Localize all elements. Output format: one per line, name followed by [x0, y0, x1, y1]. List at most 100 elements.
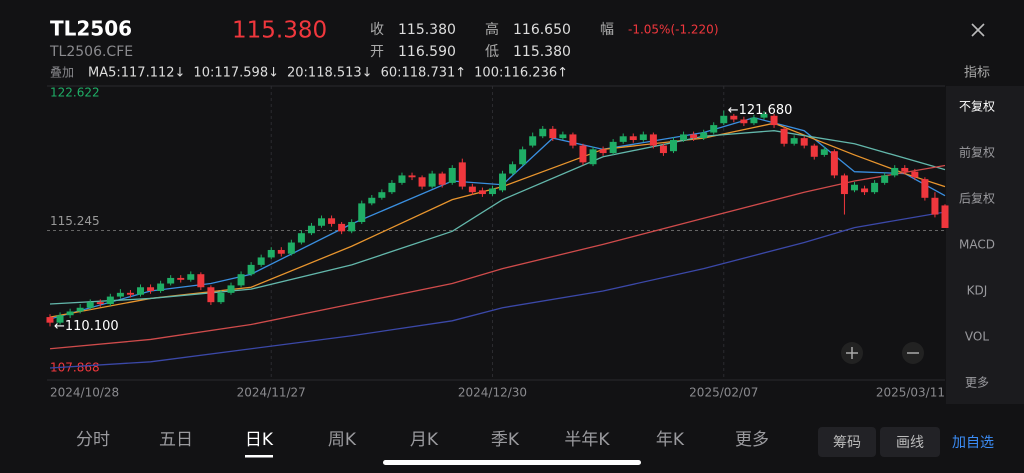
candle-body	[348, 222, 356, 232]
x-tick-label: 2025/03/11	[876, 386, 945, 400]
zoom-in[interactable]	[841, 342, 863, 364]
stat-label: 高	[485, 21, 499, 38]
candle-body	[619, 136, 627, 142]
ma-label: 100:116.236↑	[474, 66, 568, 81]
tab[interactable]: 五日	[159, 430, 193, 450]
candle-body	[680, 134, 688, 141]
candle-body	[770, 115, 778, 126]
side-option[interactable]: 后复权	[959, 192, 995, 206]
candle-body	[106, 296, 114, 305]
candle-body	[267, 249, 275, 258]
candle-body	[629, 136, 637, 141]
candle-body	[157, 283, 165, 291]
candle-body	[639, 134, 647, 141]
candle-body	[790, 138, 798, 144]
zoom-out[interactable]	[902, 342, 924, 364]
candle-body	[428, 173, 436, 187]
candle-body	[509, 164, 517, 174]
button-bg	[880, 427, 940, 457]
candle-body	[187, 274, 195, 280]
button[interactable]: 画线	[896, 435, 924, 451]
candle-body	[659, 145, 667, 154]
candle-body	[368, 197, 376, 204]
button[interactable]: 加自选	[952, 435, 994, 451]
stat-value: 116.650	[513, 22, 571, 38]
candle-body	[559, 134, 567, 139]
side-option[interactable]: MACD	[959, 238, 995, 252]
indicator-label[interactable]: 指标	[964, 66, 990, 81]
candle-body	[468, 186, 476, 193]
x-tick-label: 2024/12/30	[458, 386, 527, 400]
candle-body	[56, 315, 64, 323]
candle-body	[669, 140, 677, 152]
price: 115.380	[232, 18, 327, 44]
home-indicator	[383, 460, 641, 465]
tab[interactable]: 日K	[245, 430, 274, 450]
candle-body	[338, 223, 346, 232]
candle-body	[740, 119, 748, 124]
tab[interactable]: 更多	[735, 430, 769, 450]
candle-body	[720, 115, 728, 124]
stat-label: 幅	[600, 22, 614, 38]
ma-line	[49, 130, 946, 305]
candle-body	[750, 117, 758, 124]
x-tick-label: 2024/10/28	[50, 386, 119, 400]
candle-body	[820, 149, 828, 155]
candle-body	[861, 188, 869, 193]
candle-body	[881, 175, 889, 183]
candle-body	[599, 149, 607, 154]
candle-body	[46, 317, 54, 323]
candle-body	[931, 197, 939, 215]
side-option[interactable]: 不复权	[959, 100, 995, 114]
side-option[interactable]: 更多	[965, 376, 989, 390]
candle-body	[921, 179, 929, 198]
side-option[interactable]: 前复权	[959, 145, 995, 160]
candle-body	[780, 128, 788, 144]
candle-body	[76, 307, 84, 312]
close-icon	[971, 23, 985, 37]
y-min-label: 107.868	[50, 361, 100, 375]
candle-body	[730, 115, 738, 120]
candle-body	[207, 287, 215, 303]
close-button[interactable]	[971, 23, 985, 37]
overlay-label[interactable]: 叠加	[50, 66, 74, 80]
candle-body	[488, 188, 496, 195]
candle-body	[66, 311, 74, 316]
annotation: ←121.680	[728, 103, 793, 118]
stat-label: 收	[370, 22, 384, 38]
tab[interactable]: 月K	[410, 430, 439, 450]
stat-value: 116.590	[398, 44, 456, 60]
tab[interactable]: 季K	[491, 430, 520, 450]
candle-body	[810, 145, 818, 157]
candle-body	[458, 162, 466, 187]
candle-body	[177, 277, 185, 280]
tab[interactable]: 周K	[328, 430, 357, 450]
candle-body	[911, 171, 919, 178]
ma-line	[49, 211, 946, 369]
symbol: TL2506	[50, 17, 132, 41]
x-tick-label: 2024/11/27	[237, 386, 306, 400]
side-option[interactable]: VOL	[965, 330, 989, 344]
side-panel	[946, 86, 1024, 404]
tab[interactable]: 半年K	[564, 430, 610, 450]
candle-body	[388, 182, 396, 193]
button-bg	[818, 427, 876, 457]
candle-body	[147, 287, 155, 291]
candle-body	[519, 149, 527, 165]
stat-label: 低	[485, 44, 499, 60]
candle-body	[760, 113, 768, 118]
candle-body	[126, 292, 134, 295]
tab[interactable]: 分时	[76, 430, 110, 450]
ma-label: MA5:117.112↓	[88, 66, 185, 81]
button[interactable]: 筹码	[833, 434, 861, 451]
candle-body	[257, 257, 265, 265]
candle-body	[840, 175, 848, 195]
candle-body	[579, 145, 587, 163]
tab[interactable]: 年K	[656, 430, 685, 450]
candle-body	[247, 264, 255, 275]
candle-body	[277, 249, 285, 254]
ma-line	[49, 164, 946, 350]
side-option[interactable]: KDJ	[967, 284, 988, 298]
y-max-label: 122.622	[50, 86, 100, 100]
